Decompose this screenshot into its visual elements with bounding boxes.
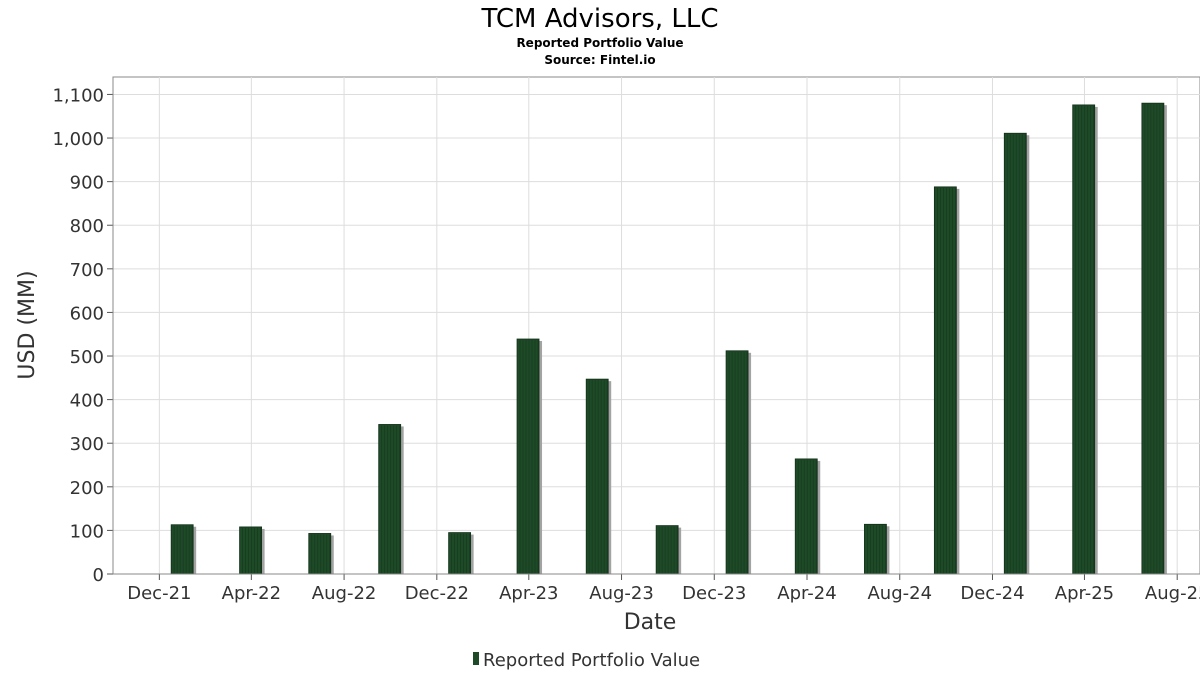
legend-swatch	[473, 652, 479, 665]
plot-area	[112, 76, 1200, 575]
x-tick-label: Apr-24	[777, 583, 836, 604]
y-tick-label: 0	[93, 565, 104, 586]
x-tick-label: Aug-23	[589, 583, 654, 604]
y-tick-label: 600	[70, 303, 104, 324]
y-tick-label: 1,100	[52, 85, 104, 106]
chart-title: TCM Advisors, LLC	[481, 4, 719, 34]
x-tick-label: Dec-21	[127, 583, 191, 604]
x-axis: Dec-21 Apr-22 Aug-22 Dec-22 Apr-23 Aug-23 Dec-…	[113, 573, 1200, 604]
y-tick-label: 1,000	[52, 129, 104, 150]
x-tick-label: Apr-25	[1055, 583, 1114, 604]
y-tick-label: 700	[70, 260, 104, 281]
x-axis-label: Date	[624, 610, 677, 635]
y-tick-label: 300	[70, 434, 104, 455]
x-tick-label: Dec-23	[682, 583, 746, 604]
x-tick-label: Aug-25	[1145, 583, 1200, 604]
y-tick-label: 400	[70, 391, 104, 412]
y-tick-label: 800	[70, 216, 104, 237]
legend: Reported Portfolio Value	[473, 650, 700, 671]
legend-label: Reported Portfolio Value	[483, 650, 700, 671]
y-tick-label: 200	[70, 478, 104, 499]
y-axis: 0 100 200 300 400 500 600 700 800 900 1,000 1,100	[52, 77, 114, 586]
x-tick-label: Apr-23	[499, 583, 558, 604]
y-tick-label: 500	[70, 347, 104, 368]
bars	[170, 102, 1167, 575]
x-tick-label: Dec-24	[960, 583, 1024, 604]
y-tick-label: 100	[70, 521, 104, 542]
x-tick-label: Dec-22	[405, 583, 469, 604]
chart-source: Source: Fintel.io	[544, 53, 655, 67]
chart-subtitle: Reported Portfolio Value	[516, 36, 683, 50]
x-tick-label: Aug-22	[312, 583, 377, 604]
y-tick-label: 900	[70, 173, 104, 194]
x-tick-label: Apr-22	[222, 583, 281, 604]
y-axis-label: USD (MM)	[15, 270, 40, 379]
x-tick-label: Aug-24	[867, 583, 932, 604]
